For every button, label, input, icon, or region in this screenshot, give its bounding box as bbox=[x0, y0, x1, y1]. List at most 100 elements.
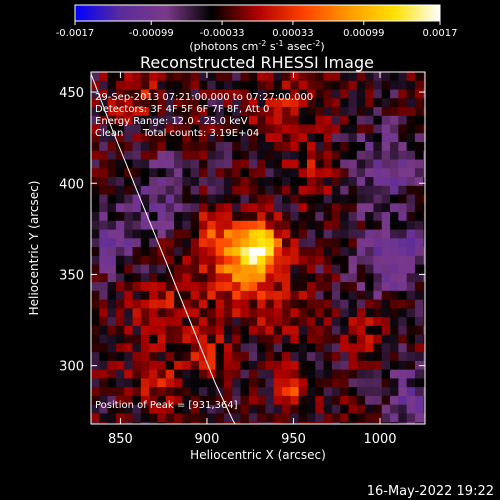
heatmap-cell bbox=[240, 273, 250, 283]
heatmap-cell bbox=[132, 177, 142, 187]
heatmap-cell bbox=[157, 229, 167, 239]
heatmap-cell bbox=[265, 334, 275, 344]
heatmap-cell bbox=[340, 98, 350, 108]
heatmap-cell bbox=[356, 220, 366, 231]
heatmap-cell bbox=[373, 352, 383, 362]
heatmap-cell bbox=[290, 387, 300, 397]
heatmap-cell bbox=[348, 72, 358, 82]
heatmap-cell bbox=[298, 177, 308, 187]
heatmap-cell bbox=[398, 352, 408, 362]
heatmap-cell bbox=[174, 395, 183, 406]
heatmap-cell bbox=[215, 290, 225, 301]
heatmap-cell bbox=[132, 229, 142, 239]
heatmap-cell bbox=[215, 150, 225, 161]
heatmap-cell bbox=[240, 404, 250, 415]
heatmap-cell bbox=[223, 255, 233, 266]
heatmap-cell bbox=[340, 247, 350, 257]
heatmap-cell bbox=[215, 98, 225, 108]
heatmap-cell bbox=[257, 317, 267, 327]
heatmap-cell bbox=[381, 124, 391, 134]
heatmap-cell bbox=[406, 395, 416, 406]
heatmap-cell bbox=[373, 369, 383, 380]
heatmap-cell bbox=[149, 89, 159, 99]
heatmap-cell bbox=[414, 185, 424, 196]
heatmap-cell bbox=[99, 247, 109, 257]
heatmap-cell bbox=[423, 142, 425, 152]
heatmap-cell bbox=[157, 159, 167, 169]
heatmap-cell bbox=[265, 360, 275, 371]
heatmap-cell bbox=[315, 299, 325, 309]
heatmap-cell bbox=[265, 194, 275, 204]
heatmap-cell bbox=[198, 133, 208, 143]
heatmap-cell bbox=[265, 212, 275, 222]
heatmap-cell bbox=[248, 369, 258, 380]
heatmap-cell bbox=[198, 203, 208, 213]
heatmap-cell bbox=[157, 89, 167, 99]
heatmap-cell bbox=[165, 343, 175, 353]
heatmap-cell bbox=[124, 98, 134, 108]
heatmap-cell bbox=[165, 98, 175, 108]
heatmap-cell bbox=[365, 395, 375, 406]
heatmap-cell bbox=[373, 98, 383, 108]
heatmap-cell bbox=[190, 282, 200, 292]
heatmap-cell bbox=[198, 299, 208, 309]
heatmap-cell bbox=[140, 378, 150, 388]
heatmap-cell bbox=[390, 80, 399, 91]
heatmap-cell bbox=[315, 124, 325, 134]
heatmap-cell bbox=[182, 395, 192, 406]
heatmap-cell bbox=[331, 264, 341, 274]
heatmap-cell bbox=[223, 404, 233, 415]
heatmap-cell bbox=[282, 220, 291, 231]
heatmap-cell bbox=[282, 72, 291, 82]
heatmap-cell bbox=[132, 352, 142, 362]
heatmap-cell bbox=[149, 124, 159, 134]
heatmap-cell bbox=[265, 107, 275, 117]
heatmap-cell bbox=[282, 308, 291, 318]
heatmap-cell bbox=[248, 150, 258, 161]
heatmap-cell bbox=[182, 150, 192, 161]
heatmap-cell bbox=[406, 229, 416, 239]
heatmap-cell bbox=[331, 282, 341, 292]
heatmap-cell bbox=[248, 413, 258, 423]
heatmap-cell bbox=[298, 159, 308, 169]
heatmap-cell bbox=[198, 124, 208, 134]
heatmap-cell bbox=[124, 220, 134, 231]
heatmap-cell bbox=[282, 98, 291, 108]
heatmap-cell bbox=[240, 387, 250, 397]
heatmap-cell bbox=[331, 369, 341, 380]
heatmap-cell bbox=[248, 124, 258, 134]
heatmap-cell bbox=[306, 89, 316, 99]
heatmap-cell bbox=[290, 177, 300, 187]
heatmap-cell bbox=[182, 220, 192, 231]
heatmap-cell bbox=[149, 107, 159, 117]
heatmap-cell bbox=[165, 89, 175, 99]
heatmap-cell bbox=[365, 273, 375, 283]
heatmap-cell bbox=[240, 159, 250, 169]
heatmap-cell bbox=[140, 413, 150, 423]
heatmap-cell bbox=[390, 422, 399, 424]
heatmap-cell bbox=[414, 290, 424, 301]
heatmap-cell bbox=[198, 360, 208, 371]
heatmap-cell bbox=[290, 229, 300, 239]
heatmap-cell bbox=[240, 282, 250, 292]
heatmap-cell bbox=[107, 194, 117, 204]
heatmap-cell bbox=[257, 212, 267, 222]
heatmap-cell bbox=[132, 273, 142, 283]
heatmap-cell bbox=[223, 299, 233, 309]
heatmap-cell bbox=[282, 325, 291, 336]
heatmap-cell bbox=[174, 290, 183, 301]
heatmap-cell bbox=[423, 422, 425, 424]
heatmap-cell bbox=[390, 220, 399, 231]
heatmap-cell bbox=[315, 238, 325, 248]
heatmap-cell bbox=[373, 325, 383, 336]
heatmap-cell bbox=[315, 308, 325, 318]
heatmap-cell bbox=[373, 72, 383, 82]
heatmap-cell bbox=[298, 203, 308, 213]
heatmap-cell bbox=[207, 413, 217, 423]
heatmap-cell bbox=[240, 72, 250, 82]
heatmap-cell bbox=[198, 212, 208, 222]
heatmap-cell bbox=[115, 80, 125, 91]
heatmap-cell bbox=[198, 273, 208, 283]
heatmap-cell bbox=[182, 325, 192, 336]
